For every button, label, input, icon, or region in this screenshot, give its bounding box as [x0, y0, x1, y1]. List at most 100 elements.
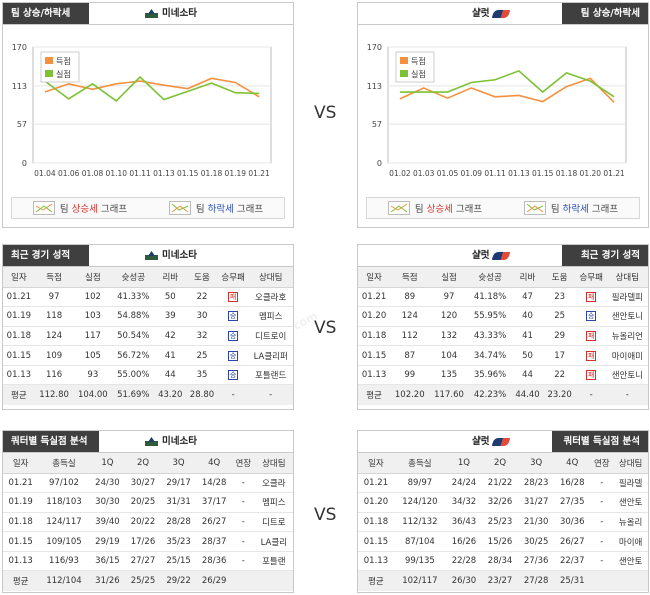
table-cell: 97 — [429, 287, 469, 308]
x-tick-label: 01.06 — [58, 169, 80, 178]
rise-legend[interactable]: 팀 상승세 그래프 — [387, 201, 483, 215]
column-header: 일자 — [358, 267, 391, 288]
table-cell: - — [590, 531, 614, 552]
table-cell: 패 — [217, 287, 249, 308]
table-row: 01.13 116 93 55.00% 44 35 승 포틀랜드 — [3, 365, 293, 386]
table-cell: 평균 — [358, 384, 391, 405]
rise-legend[interactable]: 팀 상승세 그래프 — [32, 201, 127, 215]
table-cell: 124/117 — [38, 512, 90, 533]
team-label: 미네소타 — [145, 431, 197, 452]
column-header: 4Q — [554, 453, 591, 474]
section-title: 팀 상승/하락세 — [3, 3, 89, 24]
table-cell: 01.18 — [3, 326, 35, 347]
left-quarter-table: 일자 총득실 1Q 2Q 3Q 4Q 연장 상대팀 01.21 97/102 24/30 30/27… — [3, 453, 293, 591]
table-cell: 112/104 — [38, 570, 90, 591]
table-cell: 01.15 — [3, 345, 35, 366]
fall-label: 팀 하락세 그래프 — [195, 204, 264, 215]
fall-legend[interactable]: 팀 하락세 그래프 — [168, 201, 264, 215]
fall-label: 팀 하락세 그래프 — [550, 204, 619, 215]
table-cell: 17 — [543, 345, 576, 366]
column-header: 승무패 — [217, 267, 249, 288]
table-cell: - — [217, 384, 249, 405]
table-cell: 43.20 — [154, 384, 187, 405]
table-cell: 105 — [73, 345, 113, 366]
team-label: 미네소타 — [145, 3, 197, 24]
table-cell: 39 — [154, 306, 187, 327]
table-cell: 41.33% — [112, 287, 155, 308]
table-cell: 평균 — [3, 570, 39, 591]
table-cell: 필라델 — [613, 473, 648, 494]
fall-legend[interactable]: 팀 하락세 그래프 — [523, 201, 619, 215]
table-cell: 26/29 — [196, 570, 232, 591]
x-tick-label: 01.15 — [532, 169, 554, 178]
x-tick-label: 01.08 — [82, 169, 104, 178]
table-cell: 30/30 — [89, 492, 126, 513]
table-cell: 25 — [543, 306, 576, 327]
table-cell: - — [590, 512, 614, 533]
table-cell: 87 — [390, 345, 430, 366]
table-row: 01.20 124 120 55.95% 40 25 승 샌안토니 — [358, 306, 648, 327]
table-cell: 41 — [154, 345, 187, 366]
table-cell: - — [231, 512, 255, 533]
table-cell: 51.69% — [112, 384, 155, 405]
table-cell: 87/104 — [393, 531, 446, 552]
table-cell: 27/28 — [518, 570, 555, 591]
y-tick-label: 113 — [12, 82, 27, 91]
x-tick-label: 01.13 — [153, 169, 175, 178]
loss-badge: 패 — [586, 291, 597, 302]
table-cell: 샌안토 — [613, 492, 648, 513]
table-cell: - — [231, 531, 255, 552]
table-row: 01.19 118 103 54.88% 39 30 승 멤피스 — [3, 306, 293, 327]
table-cell: 36/15 — [89, 551, 126, 572]
column-header: 득점 — [34, 267, 74, 288]
table-cell: 118 — [34, 306, 74, 327]
table-cell: 01.15 — [3, 531, 39, 552]
graph-rise-icon — [32, 201, 55, 215]
table-cell: 승 — [575, 306, 607, 327]
table-cell: 36/43 — [445, 512, 482, 533]
y-tick-label: 170 — [12, 43, 27, 52]
table-cell: 56.72% — [112, 345, 155, 366]
table-cell: 패 — [575, 287, 607, 308]
right-trend-header: 샬럿 팀 상승/하락세 — [358, 3, 648, 25]
table-cell: 패 — [575, 326, 607, 347]
table-cell: 17/26 — [125, 531, 161, 552]
table-cell: 포틀랜드 — [248, 365, 293, 386]
table-cell: 39/40 — [89, 512, 126, 533]
legend-swatch — [400, 57, 408, 64]
table-cell: 112.80 — [34, 384, 74, 405]
table-cell: 32 — [186, 326, 218, 347]
table-cell: 25/15 — [160, 551, 197, 572]
win-badge: 승 — [586, 311, 597, 322]
table-cell: LA클리 — [254, 531, 293, 552]
table-cell: 20/25 — [125, 492, 161, 513]
table-row: 01.18 124/117 39/40 20/22 28/28 26/27- 디트로 — [3, 512, 293, 533]
loss-badge: 패 — [228, 291, 239, 302]
table-cell: 30/25 — [518, 531, 555, 552]
table-cell: 샌안토니 — [606, 365, 648, 386]
table-row: 01.15 87/104 16/26 15/26 30/25 26/27- 마이애 — [358, 531, 648, 552]
table-cell: 마이애미 — [606, 345, 648, 366]
rise-label: 팀 상승세 그래프 — [414, 204, 483, 215]
table-cell: 35.96% — [468, 365, 512, 386]
x-tick-label: 01.20 — [580, 169, 602, 178]
table-row: 01.18 124 117 50.54% 42 32 승 디트로이 — [3, 326, 293, 347]
right-recent-header: 샬럿 최근 경기 성적 — [358, 245, 648, 267]
graph-fall-icon — [168, 201, 191, 215]
table-cell: 01.15 — [358, 531, 394, 552]
average-row: 평균 112.80 104.00 51.69% 43.20 28.80- - — [3, 384, 293, 405]
table-cell: - — [590, 492, 614, 513]
loss-badge: 패 — [586, 370, 597, 381]
table-cell: 21/30 — [518, 512, 555, 533]
left-recent-table: 일자 득점 실점 슛성공 리바 도움 승무패 상대팀 01.21 97 102 41.33% 50 22… — [3, 267, 293, 405]
table-cell: 120 — [429, 306, 469, 327]
legend-label: 득점 — [411, 56, 426, 66]
column-header: 일자 — [3, 267, 35, 288]
x-tick-label: 01.18 — [556, 169, 578, 178]
right-quarter-table: 일자 총득실 1Q 2Q 3Q 4Q 연장 상대팀 01.21 89/97 24/24 21/22 2… — [358, 453, 648, 591]
legend-swatch — [45, 70, 53, 77]
table-cell: 23.20 — [543, 384, 576, 405]
column-header: 득점 — [390, 267, 430, 288]
section-title: 쿼터별 득실점 분석 — [3, 431, 99, 452]
table-cell: 22 — [186, 287, 218, 308]
